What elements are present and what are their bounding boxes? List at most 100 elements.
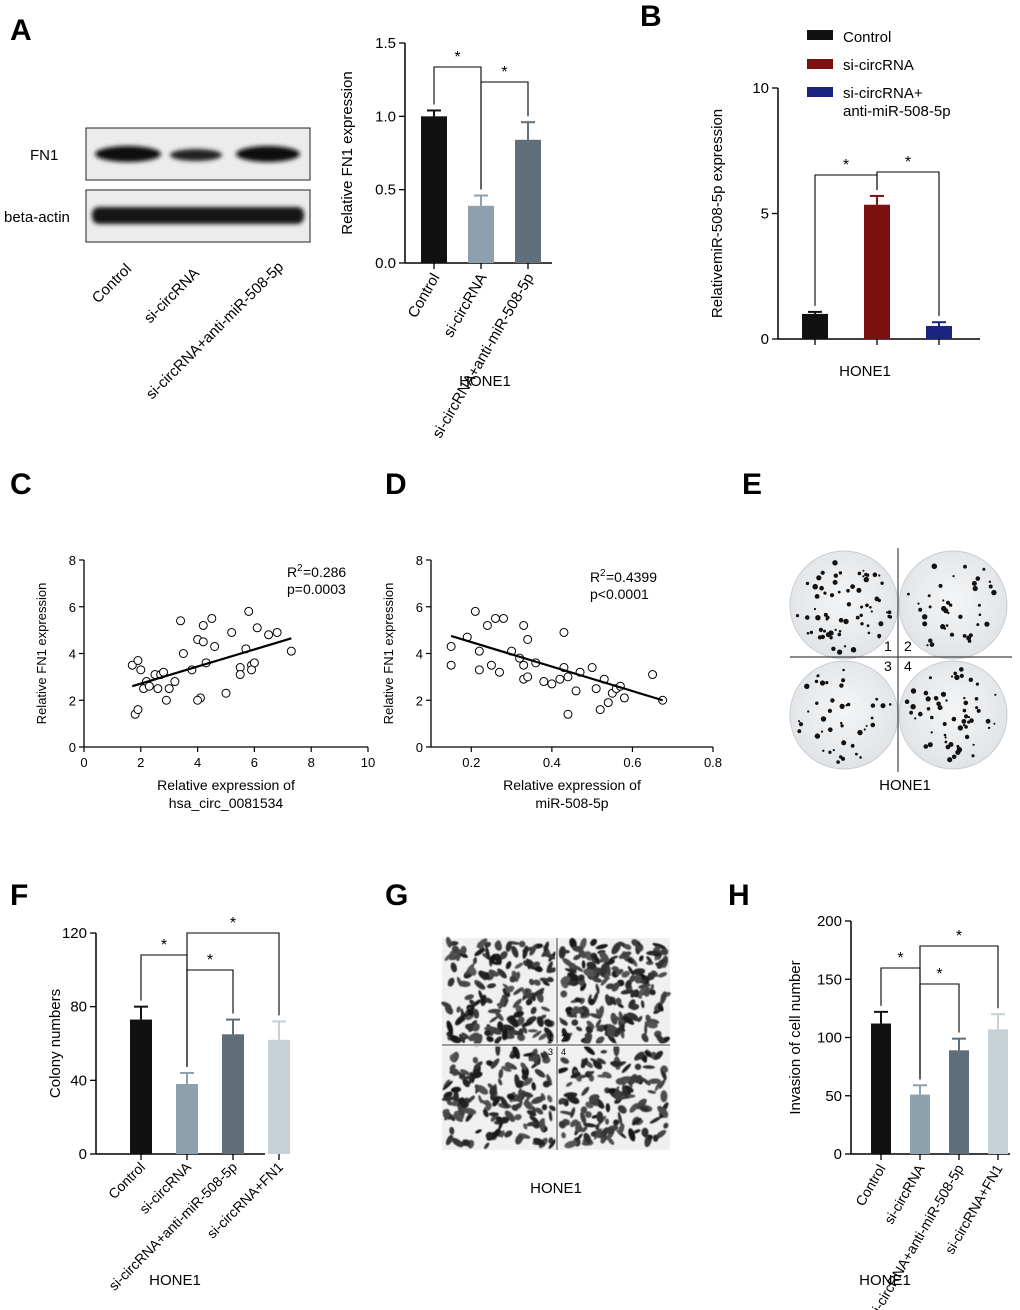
- cell-mark: [604, 1118, 610, 1125]
- colony-dot: [855, 752, 858, 756]
- cell-mark: [588, 998, 595, 1006]
- cell-mark: [518, 1028, 524, 1037]
- cell-mark: [548, 1110, 553, 1122]
- bar-si-circrna: [864, 204, 890, 339]
- colony-dot: [940, 691, 947, 697]
- y-tick-label: 0.5: [375, 182, 396, 199]
- colony-dot: [976, 708, 981, 713]
- cell-mark: [488, 1112, 499, 1117]
- quadrant-number: 3: [548, 1047, 553, 1057]
- colony-dot: [962, 634, 967, 638]
- cell-mark: [610, 1012, 618, 1025]
- cell-mark: [663, 1122, 669, 1129]
- data-point: [198, 620, 208, 630]
- quadrant-number: 3: [884, 658, 892, 674]
- cell-mark: [525, 992, 531, 999]
- cell-mark: [514, 1114, 522, 1121]
- quadrant-number: 4: [561, 1047, 566, 1057]
- cell-mark: [635, 943, 641, 952]
- colony-dot: [991, 589, 997, 596]
- colony-dot: [957, 725, 964, 731]
- cell-mark: [490, 1058, 500, 1069]
- cell-mark: [480, 1099, 489, 1106]
- cell-mark: [564, 1140, 578, 1149]
- bar-control: [802, 313, 828, 339]
- cell-mark: [536, 1016, 544, 1027]
- x-tick-label: 4: [194, 755, 201, 770]
- cell-mark: [614, 1089, 622, 1101]
- cell-mark: [660, 947, 669, 956]
- colony-dot: [862, 575, 865, 578]
- colony-dot: [951, 716, 957, 722]
- colony-dot: [974, 697, 979, 701]
- y-tick-label: 8: [69, 553, 76, 568]
- cell-mark: [533, 979, 541, 986]
- data-point: [555, 674, 565, 684]
- y-tick-label: 4: [416, 647, 423, 662]
- colony-dot: [814, 733, 821, 739]
- data-point: [133, 705, 143, 715]
- colony-dot: [931, 563, 938, 570]
- cell-mark: [555, 1067, 569, 1074]
- colony-dot: [832, 749, 835, 752]
- cell-mark: [634, 974, 642, 984]
- colony-dot: [953, 671, 957, 676]
- annotation-text: 2: [600, 568, 606, 579]
- colony-dot: [832, 579, 838, 585]
- cell-mark: [459, 1033, 466, 1044]
- colony-dot: [907, 592, 910, 596]
- cell-mark: [521, 1073, 529, 1081]
- colony-dot: [959, 667, 964, 672]
- cell-mark: [522, 1077, 533, 1086]
- colony-dot: [987, 726, 991, 730]
- y-axis-label: RelativemiR-508-5p expression: [709, 109, 726, 318]
- colony-dot: [798, 722, 804, 727]
- cell-mark: [575, 1007, 584, 1014]
- colony-dot: [837, 590, 841, 594]
- cell-mark: [497, 968, 507, 979]
- cell-mark: [622, 1016, 635, 1025]
- cell-mark: [467, 1008, 474, 1016]
- cell-mark: [531, 1096, 545, 1105]
- cell-mark: [625, 979, 632, 989]
- cell-mark: [484, 1142, 490, 1150]
- cell-mark: [505, 985, 515, 993]
- bar-si-circrna-anti-mir-508-5p: [222, 1034, 244, 1154]
- cell-mark: [474, 948, 485, 957]
- cell-mark: [470, 1071, 483, 1079]
- colony-dot: [814, 679, 819, 684]
- colony-dot: [948, 742, 954, 747]
- x-tick-label: 2: [137, 755, 144, 770]
- cell-mark: [515, 1134, 523, 1145]
- cell-mark: [643, 986, 651, 997]
- colony-dot: [855, 615, 860, 620]
- chart-f-colony-numbers: 04080120***Controlsi-circRNAsi-circRNA+a…: [47, 915, 290, 1294]
- legend-swatch: [807, 87, 833, 97]
- cell-mark: [580, 982, 587, 992]
- colony-dot: [839, 683, 844, 688]
- cell-mark: [600, 1137, 606, 1144]
- cell-mark: [591, 1114, 598, 1119]
- y-tick-label: 40: [70, 1072, 87, 1089]
- cell-mark: [567, 972, 580, 982]
- data-point: [227, 627, 237, 637]
- legend-swatch: [807, 59, 833, 69]
- colony-dot: [942, 599, 945, 602]
- colony-dot: [930, 715, 934, 720]
- cell-mark: [485, 1131, 494, 1140]
- cell-mark: [515, 1005, 523, 1013]
- x-tick-label: 0.6: [623, 755, 641, 770]
- cell-mark: [584, 951, 593, 961]
- colony-dot: [888, 703, 892, 706]
- cell-mark: [504, 1062, 513, 1068]
- significance-star: *: [843, 157, 849, 174]
- colony-dot: [877, 598, 881, 603]
- x-axis-label: HONE1: [839, 363, 891, 380]
- data-point: [210, 641, 220, 651]
- cell-mark: [581, 1126, 588, 1133]
- cell-mark: [649, 1116, 661, 1124]
- cell-mark: [475, 982, 486, 989]
- colony-dot: [829, 636, 833, 640]
- data-point: [547, 679, 557, 689]
- colony-dot: [828, 750, 832, 754]
